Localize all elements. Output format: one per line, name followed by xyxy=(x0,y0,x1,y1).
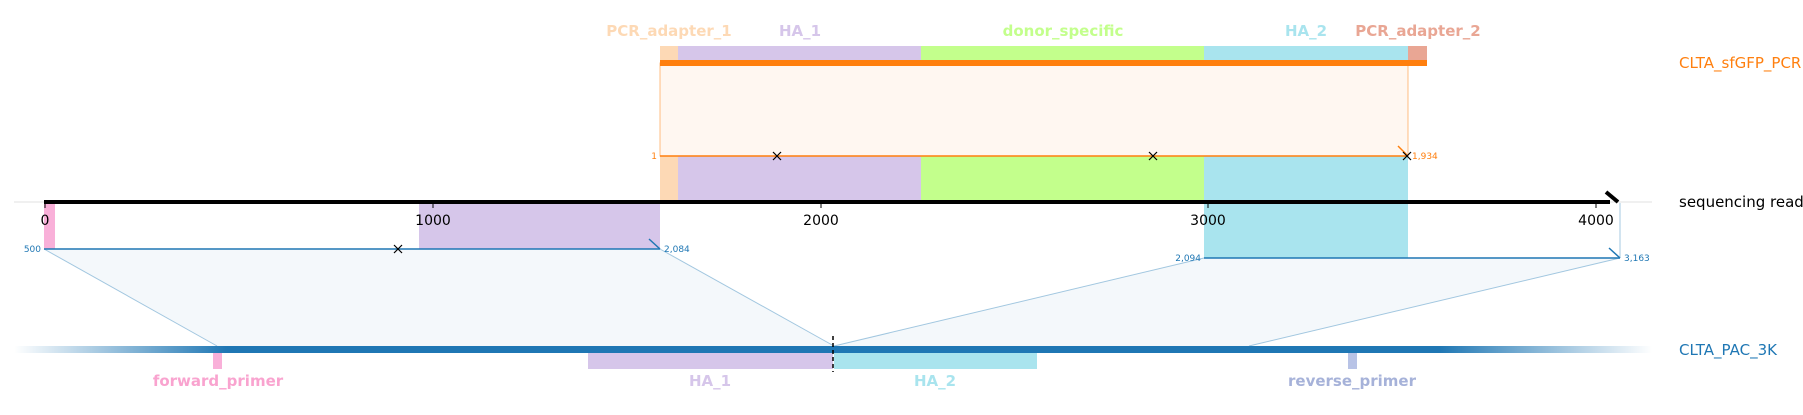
read-feature-ha-2-upper xyxy=(1204,156,1408,202)
donor-label-donor-specific: donor_specific xyxy=(1003,22,1124,40)
donor-end-coord: 1,934 xyxy=(1412,152,1438,162)
donor-feature-pcr-adapter-1 xyxy=(660,46,678,62)
target-label-forward-primer: forward_primer xyxy=(153,372,284,390)
target-label-ha-2: HA_2 xyxy=(914,372,956,390)
donor-mismatch-marker xyxy=(1402,151,1412,161)
target-left-start-coord: 500 xyxy=(24,245,41,255)
read-feature-pcr-adapter-1 xyxy=(660,156,678,202)
target-track-bar xyxy=(14,346,1652,353)
target-left-end-coord: 2,084 xyxy=(664,245,690,255)
target-feature-forward-primer xyxy=(213,353,222,369)
target-right-start-coord: 2,094 xyxy=(1175,254,1201,264)
target-right-connector-start xyxy=(833,257,1205,347)
target-label-reverse-primer: reverse_primer xyxy=(1288,372,1417,390)
donor-mismatch-marker xyxy=(772,151,782,161)
donor-track-label: CLTA_sfGFP_PCR xyxy=(1679,54,1801,73)
read-feature-donor-specific xyxy=(921,156,1204,202)
target-feature-ha-1 xyxy=(588,353,833,369)
donor-feature-ha-1 xyxy=(678,46,921,62)
read-feature-ha-2-lower xyxy=(1204,203,1408,258)
target-track-label: CLTA_PAC_3K xyxy=(1679,341,1778,360)
read-feature-forward-primer xyxy=(44,203,55,249)
donor-label-pcr-adapter-1: PCR_adapter_1 xyxy=(606,22,731,40)
donor-track-bar xyxy=(660,60,1427,66)
donor-feature-ha-2 xyxy=(1204,46,1408,62)
axis-tick-label: 1000 xyxy=(415,213,451,229)
read-track-label: sequencing read xyxy=(1679,193,1803,211)
target-right-alignment-end-tick xyxy=(1608,247,1621,259)
donor-feature-pcr-adapter-2 xyxy=(1408,46,1427,62)
target-left-alignment-region xyxy=(44,249,834,346)
axis-tick-label: 2000 xyxy=(803,213,839,229)
axis-tick-label: 0 xyxy=(41,213,50,229)
target-label-ha-1: HA_1 xyxy=(689,372,731,390)
donor-label-pcr-adapter-2: PCR_adapter_2 xyxy=(1355,22,1480,40)
axis-tick-label: 3000 xyxy=(1190,213,1226,229)
target-right-alignment-region xyxy=(834,258,1620,346)
read-feature-ha-1-lower xyxy=(419,203,660,249)
donor-label-ha-1: HA_1 xyxy=(779,22,821,40)
read-feature-ha-1-upper xyxy=(678,156,921,202)
target-left-alignment-end-tick xyxy=(648,238,661,250)
axis-tick-label: 4000 xyxy=(1578,213,1614,229)
donor-start-coord: 1 xyxy=(651,152,657,162)
target-right-connector-end xyxy=(1248,257,1621,347)
target-left-connector-end xyxy=(659,248,835,347)
donor-label-ha-2: HA_2 xyxy=(1285,22,1327,40)
target-feature-ha-2 xyxy=(834,353,1037,369)
target-right-end-coord: 3,163 xyxy=(1624,254,1650,264)
donor-mismatch-marker xyxy=(1148,151,1158,161)
target-feature-reverse-primer xyxy=(1348,353,1357,369)
donor-feature-donor-specific xyxy=(921,46,1204,62)
donor-alignment-region xyxy=(659,62,1409,157)
target-mismatch-marker xyxy=(393,244,403,254)
read-arrowhead xyxy=(1604,190,1620,204)
target-left-connector-start xyxy=(43,248,218,347)
donor-alignment-end-tick xyxy=(1397,145,1409,157)
